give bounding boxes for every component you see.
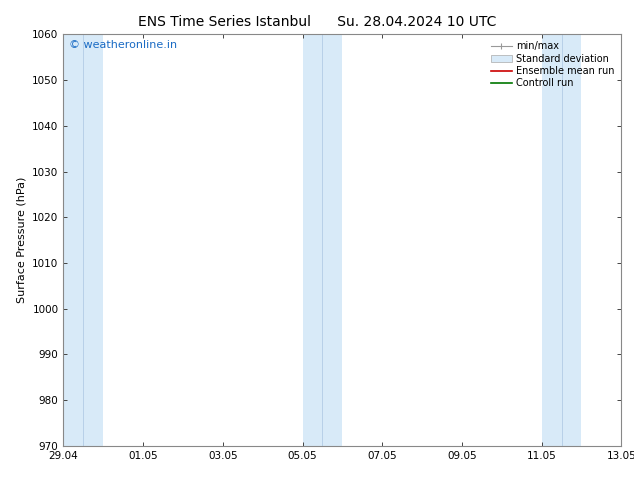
Legend: min/max, Standard deviation, Ensemble mean run, Controll run: min/max, Standard deviation, Ensemble me…: [489, 39, 616, 90]
Y-axis label: Surface Pressure (hPa): Surface Pressure (hPa): [16, 177, 27, 303]
Bar: [302, 34, 342, 446]
Text: © weatheronline.in: © weatheronline.in: [69, 41, 177, 50]
Bar: [541, 34, 581, 446]
Bar: [63, 34, 103, 446]
Text: ENS Time Series Istanbul      Su. 28.04.2024 10 UTC: ENS Time Series Istanbul Su. 28.04.2024 …: [138, 15, 496, 29]
